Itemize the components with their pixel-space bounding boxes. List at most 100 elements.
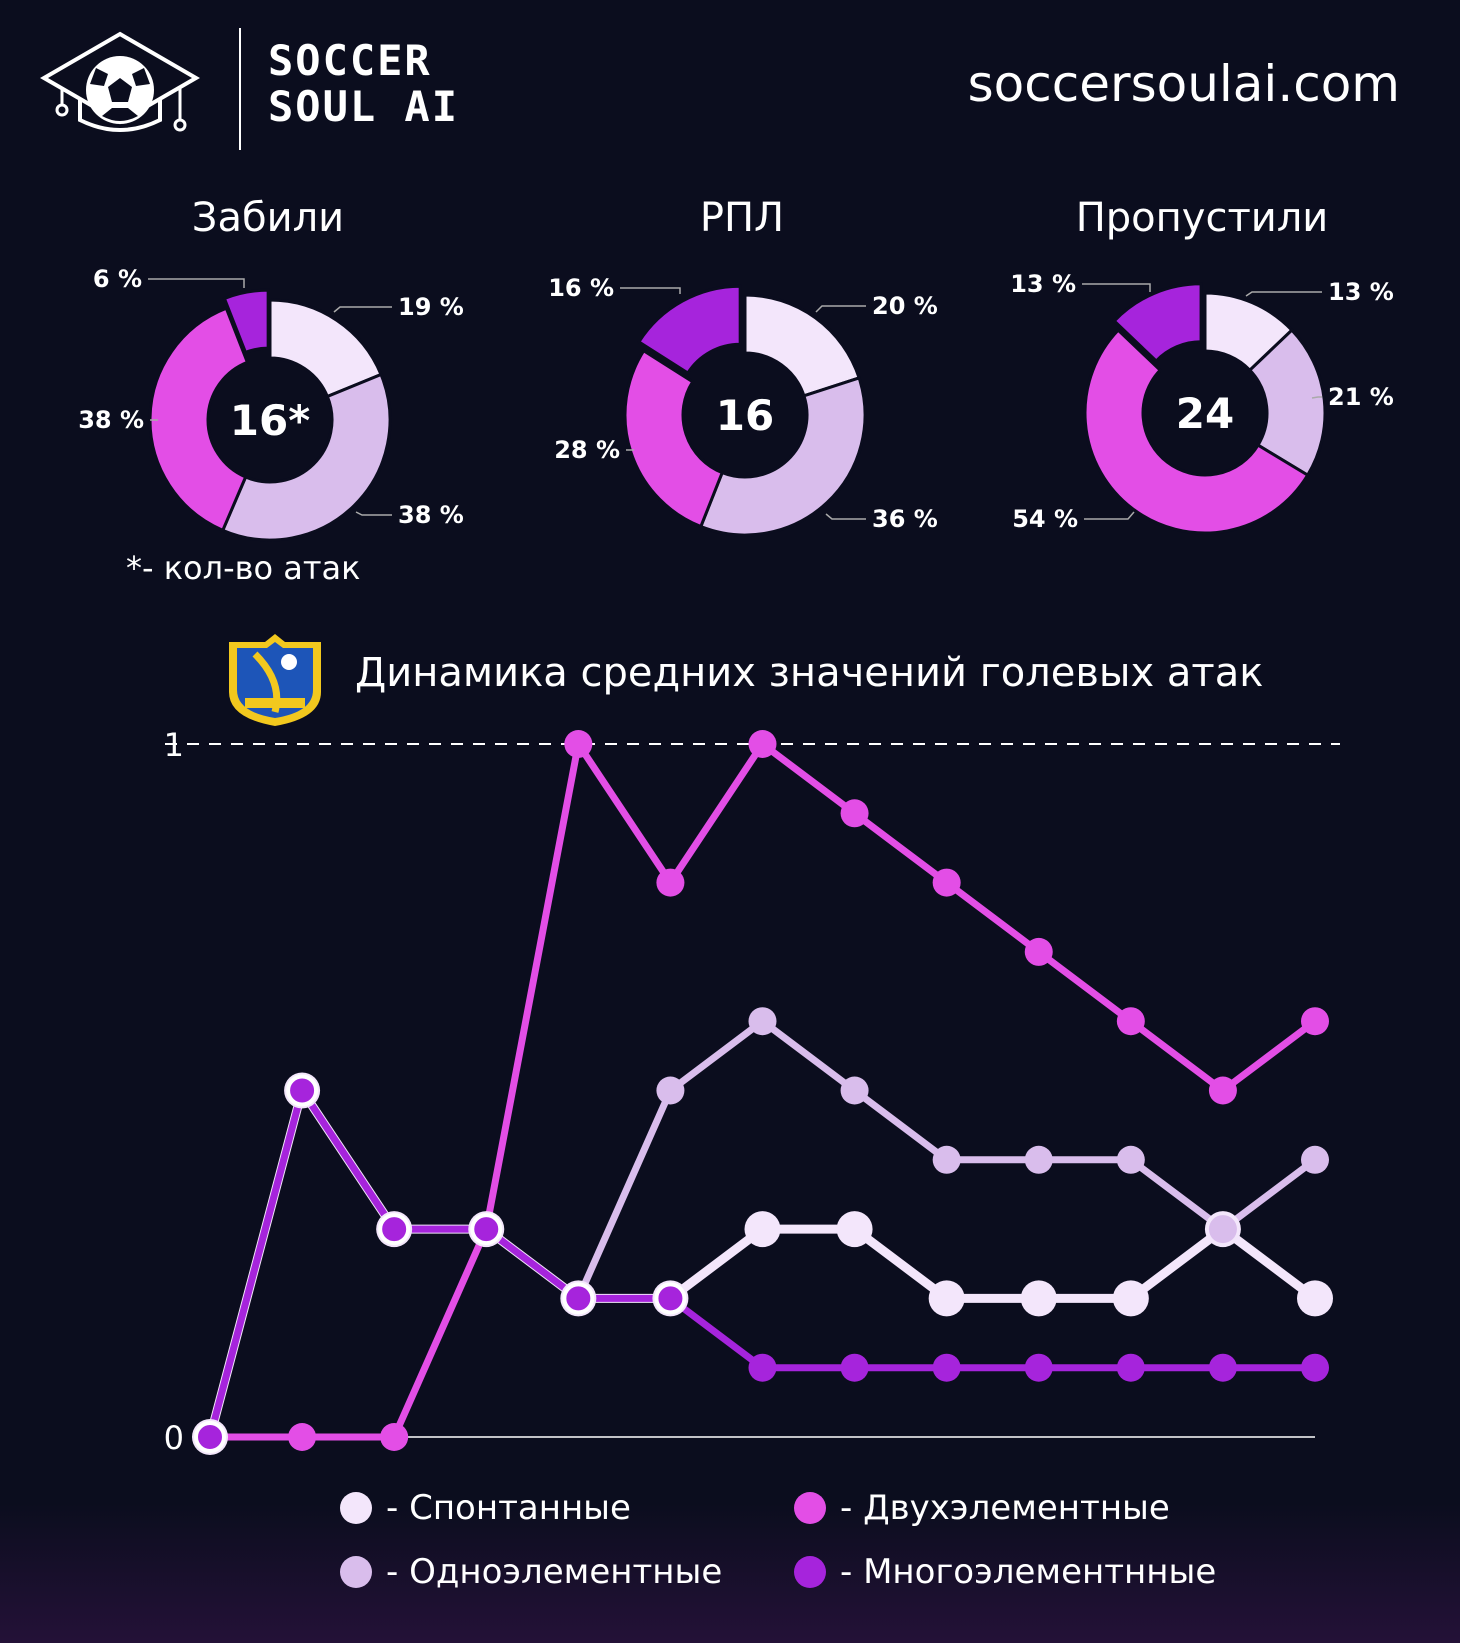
slice-two-element <box>623 348 725 529</box>
series-multi-element-point <box>932 1353 961 1382</box>
donut-title-scored: Забили <box>191 195 345 241</box>
leader-line <box>1245 291 1322 297</box>
leader-line <box>1082 283 1151 292</box>
donut-chart-2: 24 13 % 21 % 54 % 13 % <box>1010 270 1394 535</box>
leader-line <box>620 287 681 294</box>
donut-value-label: 13 % <box>1328 278 1394 306</box>
series-one-element-point <box>932 1145 961 1174</box>
donut-value-label: 21 % <box>1328 383 1394 411</box>
series-two-element-point <box>1116 1007 1145 1036</box>
series-two-element-point <box>1024 937 1053 966</box>
series-multi-element-point <box>378 1213 411 1246</box>
brand-name-line-2: SOUL AI <box>268 82 460 131</box>
legend-item-spontaneous: - Спонтанные <box>340 1488 631 1528</box>
series-multi-element-point <box>194 1421 226 1453</box>
series-one-element-point <box>1116 1145 1145 1174</box>
series-spontaneous-point <box>744 1211 781 1248</box>
series-two-element-line <box>210 740 1318 1441</box>
series-multi-element-point <box>1024 1353 1053 1382</box>
series-two-element-point <box>288 1423 317 1451</box>
y-tick-label: 1 <box>164 726 184 764</box>
donut-chart-1: 16 20 % 36 % 28 % 16 % <box>548 274 938 537</box>
donut-center-label: 24 <box>1176 389 1234 438</box>
series-multi-element-point <box>562 1282 595 1315</box>
series-two-element-point <box>656 868 685 897</box>
slice-spontaneous <box>743 293 862 398</box>
legend-dot <box>340 1492 372 1524</box>
legend-dot <box>794 1492 826 1524</box>
slice-multi-element <box>1112 282 1203 364</box>
leader-line <box>333 306 392 313</box>
donut-charts: 16* 19 % 38 % 38 % 6 % 16 20 % 36 % 28 % 16 % 24 13… <box>78 265 1394 542</box>
series-multi-element-point <box>654 1282 687 1315</box>
donut-value-label: 38 % <box>78 406 144 434</box>
line-chart-title: Динамика средних значений голевых атак <box>355 650 1264 696</box>
series-one-element-point <box>840 1076 869 1105</box>
donut-value-label: 6 % <box>93 265 142 293</box>
series-multi-element-point <box>840 1353 869 1382</box>
donut-center-label: 16* <box>230 396 310 445</box>
leader-line <box>825 513 866 520</box>
series-two-element-point <box>748 730 777 758</box>
soccer-soul-logo-icon <box>40 28 241 150</box>
series-spontaneous-point <box>836 1211 873 1248</box>
slice-two-element <box>148 306 250 533</box>
donut-center-label: 16 <box>716 391 774 440</box>
donut-value-label: 19 % <box>398 293 464 321</box>
donut-value-label: 36 % <box>872 505 938 533</box>
donut-value-label: 28 % <box>554 436 620 464</box>
brand-name-line-1: SOCCER <box>268 36 432 85</box>
series-one-element-point <box>1024 1145 1053 1174</box>
series-multi-element-point <box>286 1074 319 1107</box>
series-two-element-point <box>564 730 593 758</box>
donut-title-league: РПЛ <box>699 195 785 241</box>
series-spontaneous-point <box>928 1280 965 1317</box>
slice-one-element <box>698 376 867 537</box>
series-multi-element-point <box>1301 1353 1329 1382</box>
donut-title-conceded: Пропустили <box>1075 195 1329 241</box>
series-two-element-point <box>840 799 869 828</box>
series-spontaneous-point <box>1112 1280 1149 1317</box>
donut-value-label: 16 % <box>548 274 614 302</box>
legend-item-one-element: - Одноэлементные <box>340 1552 722 1592</box>
series-two-element-point <box>1208 1076 1237 1105</box>
donut-chart-0: 16* 19 % 38 % 38 % 6 % <box>78 265 464 542</box>
series-multi-element-point <box>1208 1353 1237 1382</box>
donut-value-label: 13 % <box>1010 270 1076 298</box>
legend-label: - Двухэлементные <box>840 1488 1170 1528</box>
series-one-element-point <box>1208 1215 1237 1244</box>
donut-value-label: 20 % <box>872 292 938 320</box>
series-one-element-point <box>1301 1145 1329 1174</box>
series-two-element-point <box>932 868 961 897</box>
legend-label: - Многоэлементнные <box>840 1552 1217 1592</box>
site-url[interactable]: soccersoulai.com <box>967 55 1400 113</box>
slice-one-element <box>1247 328 1327 478</box>
series-multi-element-point <box>1116 1353 1145 1382</box>
donut-value-label: 38 % <box>398 501 464 529</box>
legend-dot <box>794 1556 826 1588</box>
y-tick-label: 0 <box>164 1419 184 1457</box>
series-multi-element-point <box>748 1353 777 1382</box>
series-one-element-point <box>748 1007 777 1036</box>
legend-label: - Спонтанные <box>386 1488 631 1528</box>
club-badge-icon <box>229 634 321 726</box>
footnote: *- кол-во атак <box>126 549 361 587</box>
legend-dot <box>340 1556 372 1588</box>
slice-multi-element <box>636 284 742 376</box>
leader-line <box>815 305 866 313</box>
slice-one-element <box>220 372 392 542</box>
slice-two-element <box>1083 328 1310 535</box>
series-spontaneous-point <box>1297 1280 1333 1317</box>
leader-line <box>148 278 245 288</box>
slice-multi-element <box>222 288 270 355</box>
leader-line <box>1311 396 1322 399</box>
series-one-element-point <box>656 1076 685 1105</box>
legend-label: - Одноэлементные <box>386 1552 723 1592</box>
line-chart: 01 <box>164 726 1340 1457</box>
donut-value-label: 54 % <box>1012 505 1078 533</box>
legend-item-two-element: - Двухэлементные <box>794 1488 1170 1528</box>
series-spontaneous-line <box>205 1086 1318 1439</box>
legend-item-multi-element: - Многоэлементнные <box>794 1552 1216 1592</box>
leader-line <box>1084 511 1135 520</box>
